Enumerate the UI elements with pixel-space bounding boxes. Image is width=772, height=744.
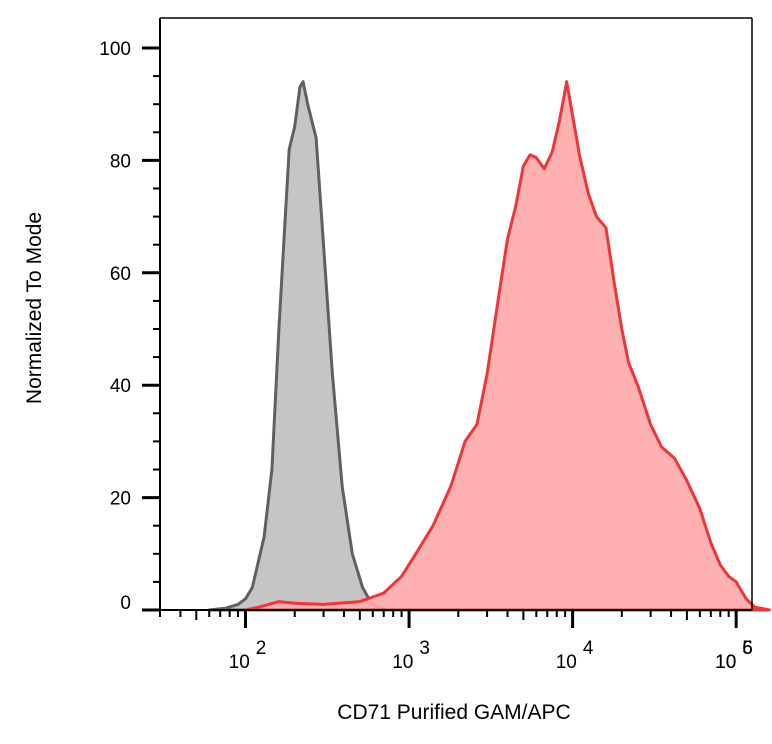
y-axis-title: Normalized To Mode — [23, 212, 46, 404]
x-tick-label: 106 — [715, 638, 753, 673]
histogram-series-2 — [244, 80, 771, 612]
y-tick-label: 40 — [110, 376, 131, 397]
y-tick-label: 80 — [110, 151, 131, 172]
plot-series — [207, 80, 771, 612]
x-tick-label: 102 — [229, 638, 267, 673]
y-tick-label: 20 — [110, 489, 131, 510]
y-tick-label: 60 — [110, 264, 131, 285]
y-tick-label: 0 — [120, 593, 131, 614]
y-tick-label: 100 — [99, 39, 131, 60]
y-axis: 0 20 40 60 80 100 — [99, 17, 753, 614]
histogram-series-1 — [207, 80, 391, 612]
x-tick-label: 104 — [556, 638, 594, 673]
x-tick-label: 103 — [392, 638, 430, 673]
x-axis-title: CD71 Purified GAM/APC — [337, 701, 570, 724]
x-tick-label: 105 — [715, 638, 753, 673]
